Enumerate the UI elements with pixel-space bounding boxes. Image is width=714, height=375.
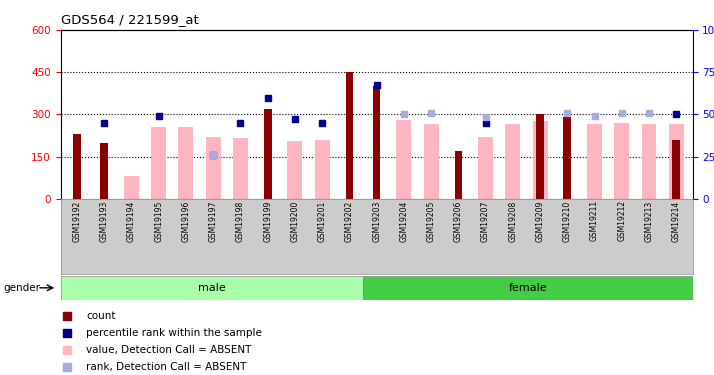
Bar — [61, 276, 363, 300]
Bar — [614, 123, 629, 199]
Bar — [233, 138, 248, 199]
Text: GSM19200: GSM19200 — [291, 200, 299, 242]
Text: GSM19207: GSM19207 — [481, 200, 490, 242]
Bar — [423, 124, 438, 199]
Bar — [641, 124, 656, 199]
Text: GSM19199: GSM19199 — [263, 200, 272, 242]
Bar — [533, 122, 548, 199]
Text: GSM19210: GSM19210 — [563, 200, 572, 242]
Bar — [673, 140, 680, 199]
Text: GSM19196: GSM19196 — [181, 200, 191, 242]
Bar — [101, 142, 108, 199]
Text: GSM19193: GSM19193 — [100, 200, 109, 242]
Text: percentile rank within the sample: percentile rank within the sample — [86, 328, 262, 338]
Text: GSM19209: GSM19209 — [536, 200, 545, 242]
Bar — [478, 137, 493, 199]
Bar — [206, 137, 221, 199]
Text: GSM19203: GSM19203 — [372, 200, 381, 242]
Text: GSM19198: GSM19198 — [236, 200, 245, 242]
Bar — [563, 117, 571, 199]
Text: GSM19205: GSM19205 — [426, 200, 436, 242]
Text: male: male — [198, 283, 226, 293]
Bar — [536, 114, 544, 199]
Text: GSM19194: GSM19194 — [127, 200, 136, 242]
Bar — [363, 276, 693, 300]
Bar — [373, 86, 381, 199]
Text: GDS564 / 221599_at: GDS564 / 221599_at — [61, 13, 198, 26]
Text: count: count — [86, 311, 116, 321]
Bar — [455, 151, 462, 199]
Bar — [346, 72, 353, 199]
Text: value, Detection Call = ABSENT: value, Detection Call = ABSENT — [86, 345, 251, 355]
Text: GSM19197: GSM19197 — [208, 200, 218, 242]
Bar — [74, 134, 81, 199]
Bar — [506, 124, 521, 199]
Bar — [396, 120, 411, 199]
Text: GSM19206: GSM19206 — [454, 200, 463, 242]
Text: GSM19213: GSM19213 — [645, 200, 653, 242]
Bar — [587, 124, 602, 199]
Text: GSM19211: GSM19211 — [590, 200, 599, 242]
Bar — [669, 124, 684, 199]
Text: GSM19212: GSM19212 — [618, 200, 626, 242]
Text: female: female — [508, 283, 547, 293]
Text: rank, Detection Call = ABSENT: rank, Detection Call = ABSENT — [86, 362, 246, 372]
Text: GSM19192: GSM19192 — [73, 200, 81, 242]
Text: GSM19195: GSM19195 — [154, 200, 164, 242]
Bar — [151, 127, 166, 199]
Bar — [288, 141, 303, 199]
Bar — [178, 127, 193, 199]
Text: GSM19208: GSM19208 — [508, 200, 518, 242]
Text: GSM19204: GSM19204 — [399, 200, 408, 242]
Text: GSM19201: GSM19201 — [318, 200, 327, 242]
Bar — [124, 176, 139, 199]
Bar — [315, 140, 330, 199]
Text: gender: gender — [4, 283, 41, 293]
Bar — [264, 109, 271, 199]
Text: GSM19214: GSM19214 — [672, 200, 680, 242]
Text: GSM19202: GSM19202 — [345, 200, 354, 242]
